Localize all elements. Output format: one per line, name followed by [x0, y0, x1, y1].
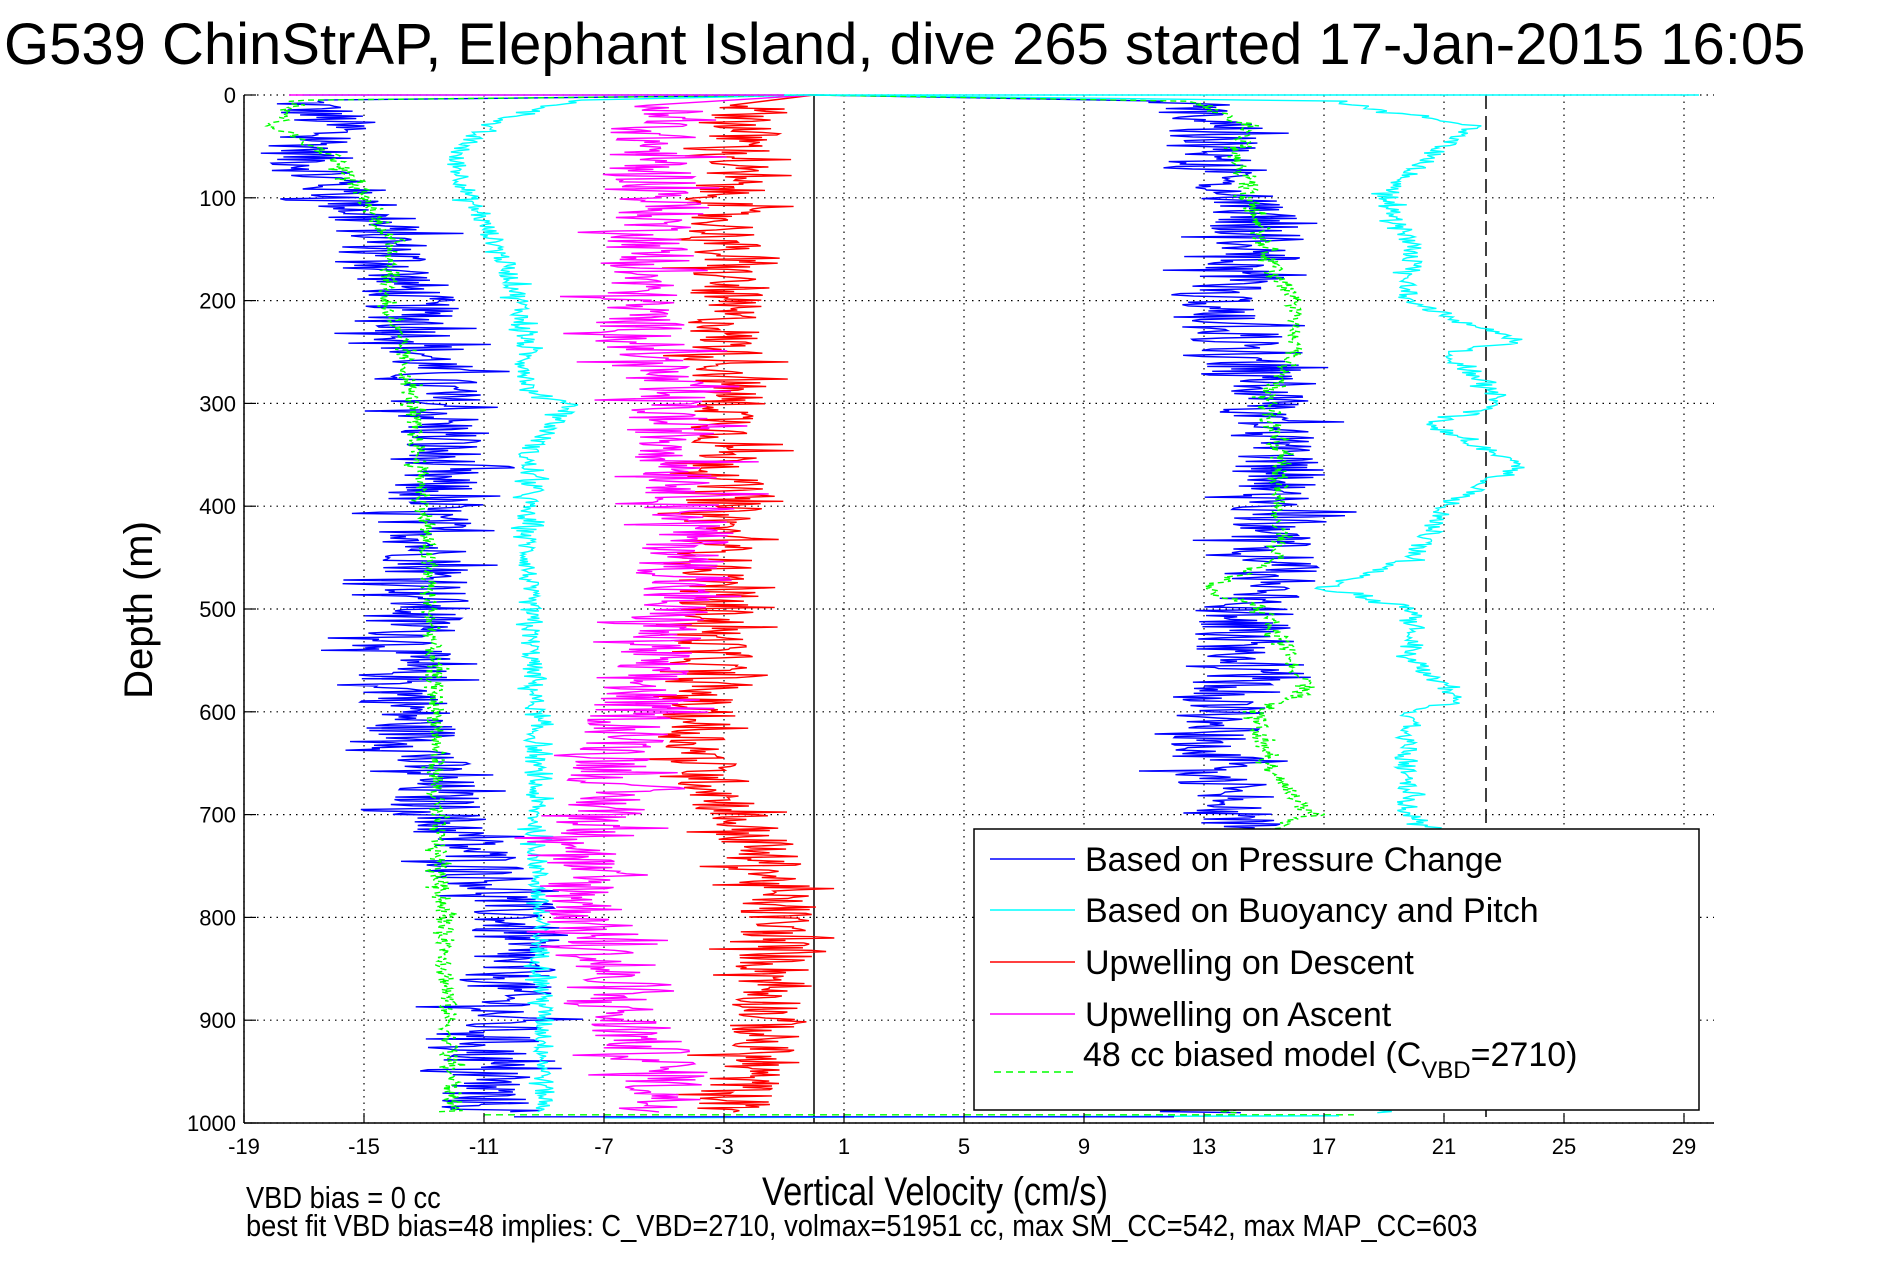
y-tick-label: 500 [199, 597, 236, 622]
y-tick-label: 700 [199, 803, 236, 828]
y-tick-label: 100 [199, 186, 236, 211]
legend-box [973, 828, 1700, 1111]
y-tick-label: 400 [199, 494, 236, 519]
axes [243, 94, 1714, 1124]
legend-label-descent: Upwelling on Descent [1085, 944, 1414, 982]
y-tick-labels: 0 100 200 300 400 500 600 700 800 900 1000 [187, 83, 236, 1136]
x-tick-label: -19 [228, 1134, 260, 1159]
x-tick-label: 5 [958, 1134, 970, 1159]
x-tick-label: 29 [1672, 1134, 1696, 1159]
legend-label-pressure: Based on Pressure Change [1085, 841, 1503, 879]
best-fit-note: best fit VBD bias=48 implies: C_VBD=2710… [246, 1209, 1477, 1243]
legend-label-ascent: Upwelling on Ascent [1085, 996, 1392, 1034]
x-tick-label: 13 [1192, 1134, 1216, 1159]
series-layer [260, 94, 1699, 1119]
y-axis-label: Depth (m) [117, 521, 161, 699]
series-line-4 [264, 94, 815, 1113]
y-tick-label: 1000 [187, 1111, 236, 1136]
x-tick-label: -15 [348, 1134, 380, 1159]
series-line-1 [447, 94, 815, 1113]
series-line-2 [633, 94, 835, 1113]
vbd-bias-note: VBD bias = 0 cc [246, 1181, 441, 1215]
legend-label-model-prefix: 48 cc biased model (C [1083, 1036, 1421, 1074]
x-tick-label: 1 [838, 1134, 850, 1159]
x-tick-label: -11 [469, 1134, 499, 1159]
legend: Based on Pressure Change Based on Buoyan… [973, 828, 1700, 1111]
y-tick-label: 600 [199, 700, 236, 725]
x-tick-label: -3 [714, 1134, 734, 1159]
x-tick-label: 21 [1432, 1134, 1456, 1159]
x-tick-label: 9 [1078, 1134, 1090, 1159]
legend-label-model-subscript: VBD [1421, 1057, 1470, 1084]
y-tick-label: 200 [199, 289, 236, 314]
legend-label-buoyancy: Based on Buoyancy and Pitch [1085, 892, 1539, 930]
x-axis-label: Vertical Velocity (cm/s) [762, 1169, 1108, 1214]
chart-title: G539 ChinStrAP, Elephant Island, dive 26… [4, 12, 1805, 77]
legend-label-model: 48 cc biased model (CVBD=2710) [1083, 1036, 1577, 1084]
legend-label-model-suffix: =2710) [1471, 1036, 1578, 1074]
series-line-3 [514, 94, 815, 1113]
y-tick-label: 900 [199, 1008, 236, 1033]
x-tick-labels: -19 -15 -11 -7 -3 1 5 9 13 17 21 25 29 [228, 1134, 1696, 1159]
x-tick-label: 25 [1552, 1134, 1576, 1159]
y-tick-label: 0 [224, 83, 236, 108]
x-tick-label: -7 [594, 1134, 614, 1159]
x-tick-label: 17 [1312, 1134, 1336, 1159]
y-tick-label: 300 [199, 391, 236, 416]
y-tick-label: 800 [199, 905, 236, 930]
series-line-7 [813, 94, 1326, 1114]
